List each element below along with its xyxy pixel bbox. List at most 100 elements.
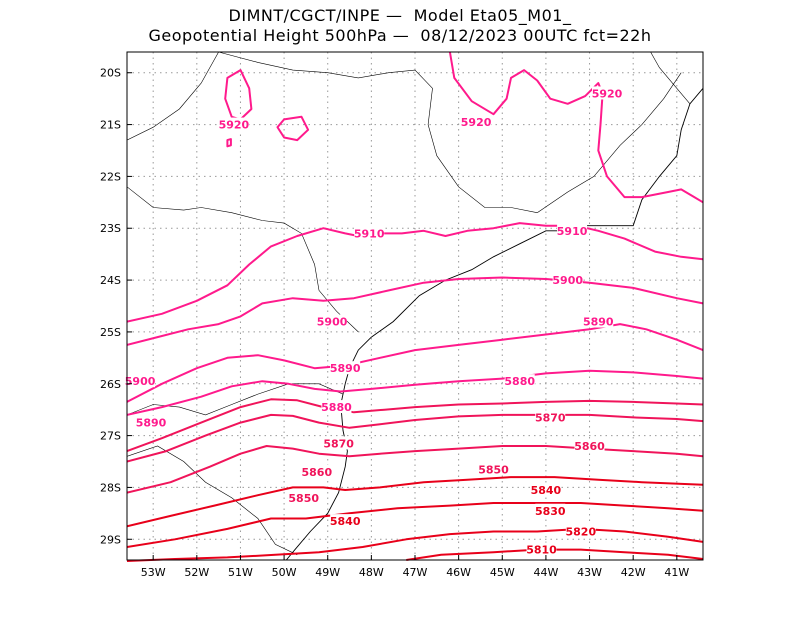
coastline xyxy=(371,88,704,338)
lon-tick-label: 47W xyxy=(403,566,428,579)
contour-label-bg xyxy=(125,374,156,388)
contour-5910 xyxy=(126,222,704,323)
map-title-line2: Geopotential Height 500hPa — 08/12/2023 … xyxy=(148,26,652,45)
state-border xyxy=(537,72,682,213)
contour-label-5830: 5830 xyxy=(535,505,566,518)
state-border xyxy=(126,445,298,556)
axis-ticks: 53W 52W 51W 50W 49W 48W 47W 46W 45W 44W 43W 42W 41W 2… xyxy=(100,67,689,579)
contour-label-5900: 5900 xyxy=(125,375,156,388)
lat-tick-label: 25S xyxy=(100,326,121,339)
contour-label-bg xyxy=(317,314,348,328)
lon-tick-label: 43W xyxy=(577,566,602,579)
state-border xyxy=(218,51,538,213)
contour-label-bg xyxy=(535,410,566,424)
lon-tick-label: 41W xyxy=(664,566,689,579)
contour-label-bg xyxy=(526,542,557,556)
contour-label-bg xyxy=(557,223,588,237)
contour-5850 xyxy=(126,445,704,494)
contour-5870 xyxy=(126,398,704,453)
contour-label-5910: 5910 xyxy=(354,227,385,240)
lat-tick-label: 26S xyxy=(100,378,121,391)
contour-5890 xyxy=(126,323,704,403)
map-title-line1: DIMNT/CGCT/INPE — Model Eta05_M01_ xyxy=(228,6,572,25)
lon-tick-label: 46W xyxy=(446,566,471,579)
lat-tick-label: 28S xyxy=(100,481,121,494)
lat-tick-label: 24S xyxy=(100,274,121,287)
contour-label-bg xyxy=(330,514,361,528)
contour-5830 xyxy=(126,502,704,548)
contour-5880 xyxy=(126,369,704,416)
contour-label-bg xyxy=(301,464,332,478)
height-contours xyxy=(126,51,704,562)
lon-tick-label: 49W xyxy=(315,566,340,579)
contour-label-5920: 5920 xyxy=(219,119,250,132)
lat-tick-label: 23S xyxy=(100,222,121,235)
contour-label-bg xyxy=(583,314,614,328)
contour-label-bg xyxy=(288,490,319,504)
lat-tick-label: 29S xyxy=(100,533,121,546)
contour-label-5860: 5860 xyxy=(574,440,605,453)
contour-label-5920: 5920 xyxy=(592,87,623,100)
lon-tick-label: 50W xyxy=(272,566,297,579)
state-border xyxy=(126,51,219,141)
contour-label-bg xyxy=(535,503,566,517)
lat-tick-label: 20S xyxy=(100,67,121,80)
contour-5860 xyxy=(126,413,704,463)
contour-5900 xyxy=(126,276,704,346)
contour-label-bg xyxy=(461,114,492,128)
contour-label-5890: 5890 xyxy=(583,316,614,329)
lon-tick-label: 53W xyxy=(141,566,166,579)
contour-label-5850: 5850 xyxy=(478,463,509,476)
contour-label-bg xyxy=(592,86,622,100)
contour-5920 xyxy=(448,51,704,204)
contour-label-bg xyxy=(565,524,596,538)
contour-5920 xyxy=(226,138,232,148)
contour-label-bg xyxy=(530,483,561,497)
contour-label-bg xyxy=(478,462,509,476)
lon-tick-label: 45W xyxy=(490,566,515,579)
lon-tick-label: 42W xyxy=(621,566,646,579)
lat-tick-label: 21S xyxy=(100,119,121,132)
contour-5840 xyxy=(126,476,704,528)
lon-tick-label: 48W xyxy=(359,566,384,579)
contour-label-5820: 5820 xyxy=(566,525,597,538)
contour-label-bg xyxy=(330,361,361,375)
contour-label-5870: 5870 xyxy=(323,437,354,450)
contour-label-5850: 5850 xyxy=(288,492,319,505)
contour-label-5920: 5920 xyxy=(461,116,492,129)
contour-label-bg xyxy=(136,415,166,429)
contour-label-5870: 5870 xyxy=(535,411,566,424)
lat-tick-label: 27S xyxy=(100,430,121,443)
contour-label-5880: 5880 xyxy=(504,375,535,388)
lon-tick-label: 51W xyxy=(228,566,253,579)
contour-label-5890: 5890 xyxy=(136,417,167,430)
contour-label-5840: 5840 xyxy=(531,484,562,497)
contour-label-5810: 5810 xyxy=(526,544,557,557)
contour-label-5880: 5880 xyxy=(321,401,352,414)
contour-5820 xyxy=(126,527,704,562)
contour-5920 xyxy=(224,69,253,121)
contour-label-bg xyxy=(218,117,249,131)
lon-tick-label: 44W xyxy=(533,566,558,579)
contour-label-bg xyxy=(552,273,583,287)
state-border xyxy=(126,383,344,416)
contour-label-5890: 5890 xyxy=(330,362,361,375)
contour-label-5840: 5840 xyxy=(330,515,361,528)
contour-label-bg xyxy=(321,400,352,414)
contour-5810 xyxy=(406,548,704,561)
state-border xyxy=(650,51,691,104)
contour-label-bg xyxy=(323,436,354,450)
contour-label-bg xyxy=(574,438,605,452)
lon-tick-label: 52W xyxy=(184,566,209,579)
contour-label-5900: 5900 xyxy=(552,274,583,287)
contour-label-bg xyxy=(354,226,385,240)
state-border xyxy=(126,186,359,333)
lat-tick-label: 22S xyxy=(100,170,121,183)
grid-lines xyxy=(127,52,703,560)
contour-5920 xyxy=(276,115,310,142)
contour-label-5900: 5900 xyxy=(317,316,348,329)
contour-label-5860: 5860 xyxy=(302,466,333,479)
contour-label-5910: 5910 xyxy=(557,225,588,238)
